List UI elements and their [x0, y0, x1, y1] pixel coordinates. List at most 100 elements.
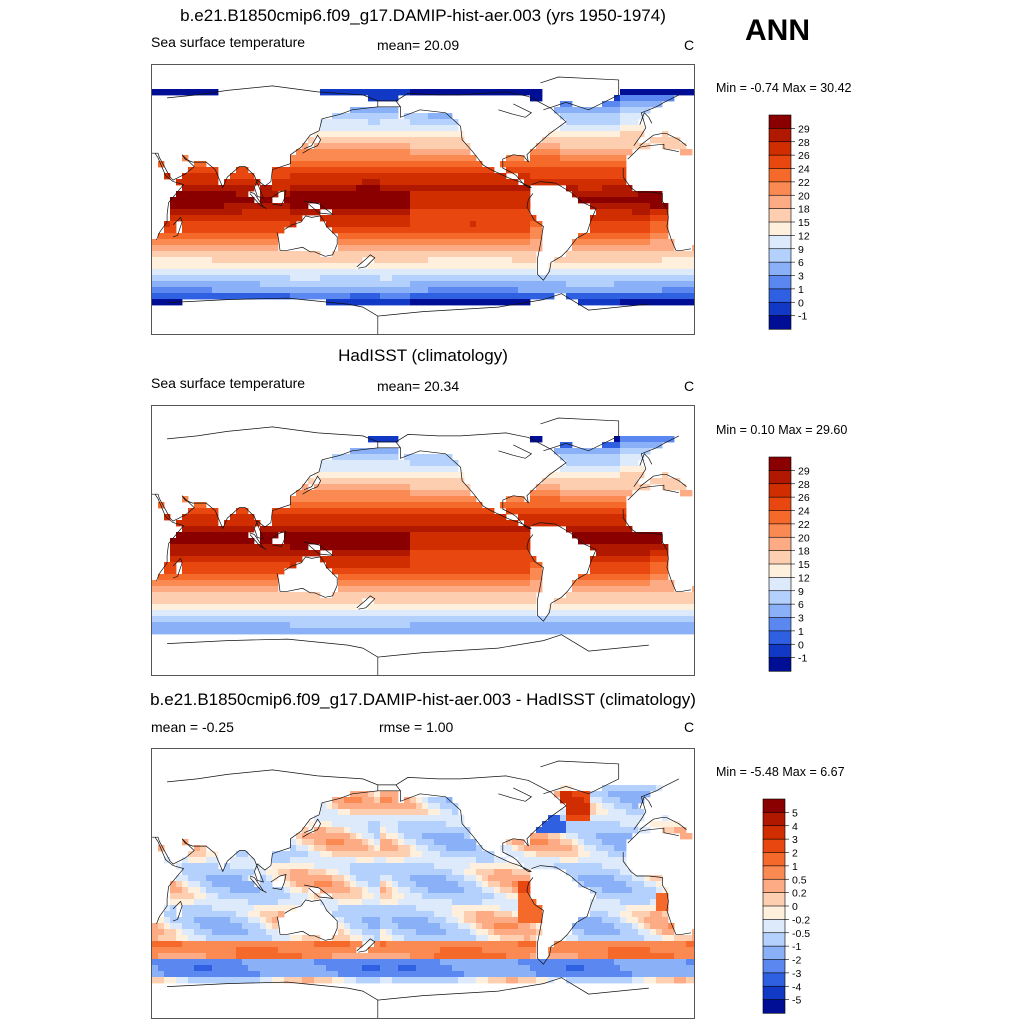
colorbar-tick-label: -0.2	[792, 914, 810, 926]
colorbar-tick-label: 28	[798, 479, 810, 491]
colorbar-model: 29 28 26 24 22 20 18 15 12 9 6 3 1 0 -1	[768, 114, 829, 330]
colorbar-tick-label: 5	[792, 807, 798, 819]
colorbar-swatch	[762, 852, 786, 867]
panel-units-obs: C	[684, 378, 695, 394]
colorbar-swatch	[768, 617, 792, 632]
colorbar-tick-label: 1	[798, 284, 804, 296]
colorbar-tick-label: 18	[798, 546, 810, 558]
colorbar-tick-label: 0	[798, 297, 804, 309]
panel-mean-obs: mean= 20.34	[377, 378, 460, 394]
map-diff	[151, 748, 695, 1019]
colorbar-swatch	[762, 972, 786, 987]
panel-minmax-obs: Min = 0.10 Max = 29.60	[716, 423, 848, 437]
colorbar-swatch	[768, 221, 792, 236]
colorbar-swatch	[768, 114, 792, 129]
panel-mean-model: mean= 20.09	[377, 37, 460, 53]
colorbar-swatch	[768, 154, 792, 170]
colorbar-tick-label: 29	[798, 465, 810, 477]
colorbar-tick-label: 22	[798, 519, 810, 531]
colorbar-tick-label: 0.5	[792, 874, 807, 886]
colorbar-tick-label: -4	[792, 981, 801, 993]
colorbar-tick-label: 0.2	[792, 888, 807, 900]
map-field	[152, 785, 694, 984]
colorbar-diff: 5 4 3 2 1 0.5 0.2 0 -0.2 -0.5 -1 -2 -3 -4 -5	[762, 798, 823, 1014]
colorbar-tick-label: 0	[798, 639, 804, 651]
panel-title-obs: HadISST (climatology)	[338, 346, 508, 365]
colorbar-swatch	[768, 510, 792, 525]
colorbar-tick-label: 26	[798, 492, 810, 504]
colorbar-swatch	[768, 536, 792, 552]
coastlines	[152, 76, 692, 334]
season-label: ANN	[745, 14, 810, 47]
colorbar-swatch	[768, 301, 792, 317]
colorbar-tick-label: 20	[798, 190, 810, 202]
colorbar-swatch	[762, 919, 786, 934]
colorbar-swatch	[762, 892, 786, 907]
colorbar-tick-label: 9	[798, 586, 804, 598]
colorbar-tick-label: 1	[792, 861, 798, 873]
colorbar-swatch	[768, 168, 792, 183]
panel-rmse-diff: rmse = 1.00	[379, 719, 454, 735]
colorbar-tick-label: 3	[798, 271, 804, 283]
panel-title-model: b.e21.B1850cmip6.f09_g17.DAMIP-hist-aer.…	[180, 6, 666, 25]
colorbar-tick-label: -3	[792, 968, 801, 980]
panel-left-label-obs: Sea surface temperature	[151, 375, 306, 391]
colorbar-tick-label: -5	[792, 995, 801, 1007]
panel-left-label-model: Sea surface temperature	[151, 34, 306, 50]
colorbar-swatch	[768, 496, 792, 512]
colorbar-tick-label: 0	[792, 901, 798, 913]
colorbar-swatch	[768, 181, 792, 196]
colorbar-tick-label: 29	[798, 123, 810, 135]
colorbar-tick-label: -1	[798, 311, 807, 323]
colorbar-swatch	[768, 248, 792, 263]
colorbar-tick-label: 6	[798, 599, 804, 611]
colorbar-tick-label: -0.5	[792, 928, 810, 940]
colorbar-tick-label: 3	[798, 613, 804, 625]
colorbar-tick-label: 9	[798, 244, 804, 256]
colorbar-swatch	[768, 630, 792, 645]
colorbar-tick-label: 3	[792, 834, 798, 846]
colorbar-swatch	[762, 945, 786, 961]
colorbar-swatch	[762, 798, 786, 813]
colorbar-swatch	[768, 643, 792, 659]
colorbar-tick-label: 12	[798, 230, 810, 242]
map-obs-sst	[151, 405, 695, 676]
map-model-sst	[151, 64, 695, 335]
colorbar-tick-label: 24	[798, 164, 810, 176]
panel-units-diff: C	[684, 719, 695, 735]
panel-minmax-model: Min = -0.74 Max = 30.42	[716, 81, 852, 95]
colorbar-swatch	[762, 865, 786, 880]
colorbar-swatch	[768, 315, 792, 330]
colorbar-swatch	[768, 603, 792, 619]
colorbar-swatch	[768, 483, 792, 498]
panel-title-diff: b.e21.B1850cmip6.f09_g17.DAMIP-hist-aer.…	[150, 690, 696, 709]
colorbar-tick-label: -2	[792, 955, 801, 967]
colorbar-tick-label: -1	[792, 941, 801, 953]
colorbar-tick-label: 24	[798, 506, 810, 518]
colorbar-swatch	[762, 812, 786, 827]
colorbar-tick-label: 12	[798, 572, 810, 584]
colorbar-swatch	[762, 959, 786, 974]
colorbar-swatch	[768, 563, 792, 578]
coastlines	[152, 417, 692, 675]
colorbar-tick-label: -1	[798, 653, 807, 665]
colorbar-swatch	[768, 288, 792, 303]
colorbar-tick-label: 20	[798, 532, 810, 544]
colorbar-swatch	[762, 905, 786, 920]
coastlines	[152, 760, 692, 1018]
colorbar-swatch	[762, 825, 786, 840]
colorbar-tick-label: 26	[798, 150, 810, 162]
map-field	[152, 436, 694, 635]
colorbar-swatch	[762, 999, 786, 1014]
colorbar-swatch	[768, 577, 792, 592]
colorbar-swatch	[768, 261, 792, 277]
colorbar-tick-label: 4	[792, 821, 798, 833]
panel-minmax-diff: Min = -5.48 Max = 6.67	[716, 765, 845, 779]
colorbar-swatch	[762, 985, 786, 1001]
colorbar-swatch	[768, 550, 792, 565]
colorbar-swatch	[768, 456, 792, 471]
colorbar-tick-label: 6	[798, 257, 804, 269]
colorbar-tick-label: 18	[798, 204, 810, 216]
panel-mean-diff: mean = -0.25	[151, 719, 234, 735]
colorbar-swatch	[768, 657, 792, 672]
